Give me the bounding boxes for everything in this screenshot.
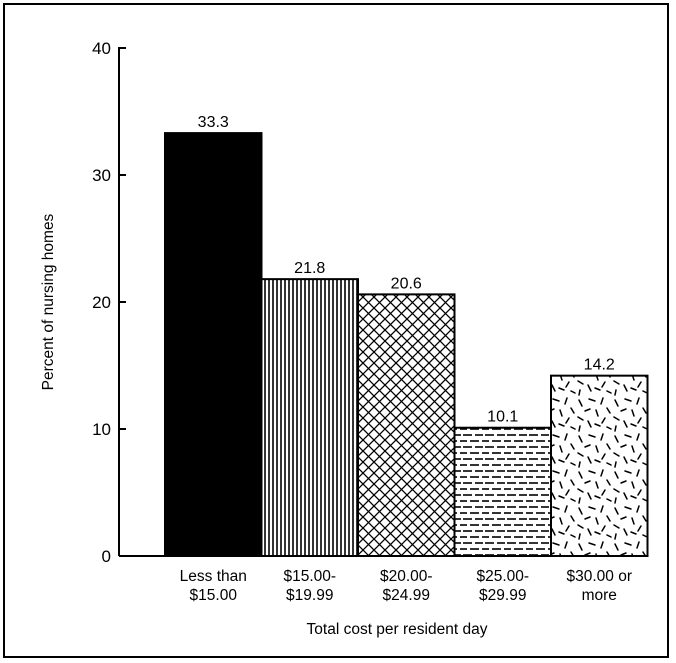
y-tick-label: 40 bbox=[92, 39, 111, 58]
bar-1 bbox=[164, 132, 263, 557]
category-label: $25.00- bbox=[476, 568, 529, 585]
category-label: $30.00 or bbox=[567, 568, 633, 585]
category-label: $15.00 bbox=[190, 587, 238, 604]
category-label: $29.99 bbox=[479, 587, 526, 604]
y-tick-label: 10 bbox=[92, 420, 111, 439]
y-axis-title: Percent of nursing homes bbox=[40, 213, 57, 390]
category-label: $15.00- bbox=[283, 568, 336, 585]
bar-3 bbox=[357, 293, 456, 557]
category-label: Less than bbox=[180, 568, 247, 585]
value-label: 20.6 bbox=[391, 275, 422, 292]
bar-5 bbox=[550, 374, 649, 557]
value-label: 21.8 bbox=[294, 260, 325, 277]
bar-2 bbox=[260, 278, 359, 557]
category-label: $24.99 bbox=[383, 587, 430, 604]
category-label: more bbox=[582, 587, 617, 604]
category-label: $19.99 bbox=[286, 587, 333, 604]
category-label: $20.00- bbox=[380, 568, 433, 585]
y-tick-label: 30 bbox=[92, 166, 111, 185]
bar-4 bbox=[453, 426, 552, 558]
bars-layer bbox=[164, 132, 649, 558]
y-tick-label: 20 bbox=[92, 293, 111, 312]
y-tick-label: 0 bbox=[102, 547, 111, 566]
labels-layer: 33.3 Less than $15.00 21.8 $15.00- $19.99 20.6… bbox=[180, 114, 632, 604]
value-label: 33.3 bbox=[198, 114, 229, 131]
value-label: 10.1 bbox=[487, 409, 518, 426]
value-label: 14.2 bbox=[584, 357, 615, 374]
x-axis-title: Total cost per resident day bbox=[307, 621, 488, 638]
